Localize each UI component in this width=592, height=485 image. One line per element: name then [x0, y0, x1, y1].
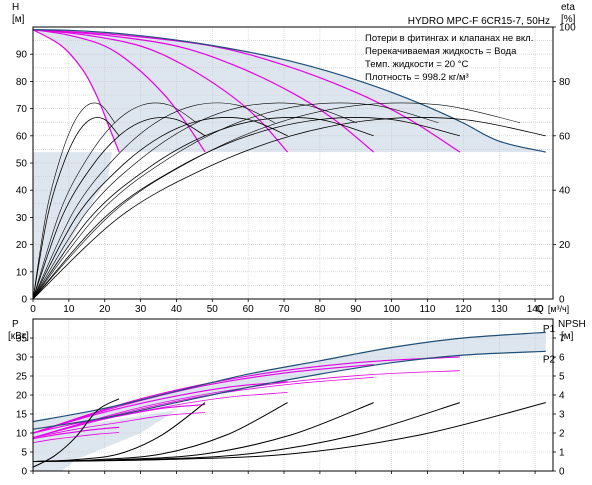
- x-tick-label: 30: [135, 304, 147, 315]
- y-tick-label-power: 30: [16, 353, 28, 364]
- x-tick-label: 80: [314, 304, 326, 315]
- y-tick-label-npsh: 5: [559, 372, 565, 383]
- y-tick-label-power: 35: [16, 334, 28, 345]
- y-tick-label-npsh: 3: [559, 410, 565, 421]
- chart-note: Темп. жидкости = 20 °C: [365, 59, 468, 70]
- power-curve-P2: [32, 350, 546, 430]
- y-tick-label-power: 20: [16, 391, 28, 402]
- x-tick-label: 70: [278, 304, 290, 315]
- y-tick-label-efficiency: 0: [559, 295, 565, 306]
- x-tick-label: 100: [383, 304, 400, 315]
- y-tick-label-power: 15: [16, 410, 28, 421]
- efficiency-curve-alt-1-pumps: [32, 102, 116, 300]
- y-axis-unit-power: [кВт]: [8, 331, 29, 342]
- efficiency-curve-alt-6-pumps: [32, 102, 521, 300]
- y-tick-label-efficiency: 60: [559, 131, 571, 142]
- y-tick-label-head: 10: [16, 267, 28, 278]
- y-tick-label-efficiency: 100: [559, 23, 576, 34]
- x-tick-label: 10: [63, 304, 75, 315]
- efficiency-curve-alt-2-pumps: [32, 102, 197, 300]
- efficiency-curve-3-pumps: [32, 117, 288, 300]
- y-tick-label-power: 5: [21, 448, 27, 459]
- x-tick-label: 110: [420, 304, 436, 315]
- y-tick-label-head: 90: [16, 50, 28, 61]
- y-axis-label-power: P: [12, 319, 19, 330]
- head-curve-5-pumps: [32, 29, 461, 153]
- power-curve-1-pumps: [32, 426, 120, 440]
- y-axis-label-npsh: NPSH: [558, 319, 586, 330]
- power-envelope-area: [33, 332, 546, 430]
- efficiency-curve-5-pumps: [32, 117, 460, 300]
- x-tick-label: 50: [207, 304, 219, 315]
- y-tick-label-npsh: 4: [559, 391, 565, 402]
- x-tick-label: 90: [350, 304, 362, 315]
- y-axis-label-efficiency: eta: [561, 2, 575, 13]
- y-tick-label-power: 0: [21, 467, 27, 478]
- x-tick-label: 130: [491, 304, 508, 315]
- x-tick-label: 60: [243, 304, 255, 315]
- y-tick-label-npsh: 2: [559, 429, 565, 440]
- power-curve-4-pumps: [32, 364, 374, 434]
- y-tick-label-npsh: 7: [559, 334, 565, 345]
- head-curve-2-pumps: [32, 29, 206, 153]
- chart-note: Потери в фитингах и клапанах не вкл.: [365, 33, 533, 44]
- x-axis-label: Q: [536, 304, 544, 315]
- efficiency-curve-1-pumps: [32, 117, 120, 300]
- x-tick-label: 120: [455, 304, 472, 315]
- npsh-curve-6-pumps: [32, 402, 546, 462]
- y-tick-label-power: 25: [16, 372, 28, 383]
- power-curve-5-pumps: [32, 356, 460, 434]
- head-envelope-tail: [33, 152, 112, 299]
- y-axis-unit-efficiency: [%]: [561, 14, 576, 25]
- y-tick-label-head: 30: [16, 213, 28, 224]
- power-curve-p2-4-pumps: [32, 377, 374, 438]
- x-axis-unit: [м³/ч]: [548, 304, 569, 314]
- series-label-P1: P1: [543, 324, 556, 335]
- y-tick-label-efficiency: 40: [559, 186, 571, 197]
- x-tick-label: 20: [99, 304, 111, 315]
- head-max-curve: [32, 29, 546, 153]
- y-tick-label-efficiency: 80: [559, 77, 571, 88]
- y-tick-label-head: 40: [16, 186, 28, 197]
- y-tick-label-npsh: 6: [559, 353, 565, 364]
- y-tick-label-head: 20: [16, 240, 28, 251]
- head-curve-3-pumps: [32, 29, 289, 153]
- y-axis-unit-head: [м]: [12, 14, 25, 25]
- y-tick-label-head: 60: [16, 131, 28, 142]
- x-tick-label: 40: [171, 304, 183, 315]
- y-tick-label-npsh: 0: [559, 467, 565, 478]
- chart-note: Плотность = 998.2 кг/м³: [365, 72, 469, 83]
- y-axis-label-head: H: [12, 2, 19, 13]
- y-tick-label-head: 0: [21, 295, 27, 306]
- power-curve-p2-2-pumps: [32, 412, 206, 438]
- power-curve-p2-3-pumps: [32, 392, 288, 438]
- x-tick-label: 0: [30, 304, 36, 315]
- y-tick-label-npsh: 1: [559, 448, 565, 459]
- y-tick-label-head: 50: [16, 159, 28, 170]
- efficiency-curve-alt-5-pumps: [32, 102, 439, 300]
- efficiency-curve-6-pumps: [32, 117, 546, 300]
- head-curve-4-pumps: [32, 29, 375, 153]
- y-tick-label-head: 80: [16, 77, 28, 88]
- head-curve-1-pumps: [32, 29, 120, 153]
- x-tick-label: 140: [527, 304, 544, 315]
- chart-note: Перекачиваемая жидкость = Вода: [365, 46, 517, 57]
- chart-title: HYDRO MPC-F 6CR15-7, 50Hz: [408, 16, 550, 27]
- power-curve-P1: [32, 331, 546, 423]
- series-label-P2: P2: [543, 354, 556, 365]
- efficiency-curve-alt-3-pumps: [32, 102, 276, 300]
- y-tick-label-power: 10: [16, 429, 28, 440]
- power-curve-3-pumps: [32, 381, 288, 434]
- y-axis-unit-npsh: [м]: [561, 331, 574, 342]
- y-tick-label-efficiency: 20: [559, 240, 571, 251]
- y-tick-label-head: 70: [16, 104, 28, 115]
- npsh-curve-1-pumps: [32, 398, 120, 468]
- efficiency-curve-2-pumps: [32, 117, 206, 300]
